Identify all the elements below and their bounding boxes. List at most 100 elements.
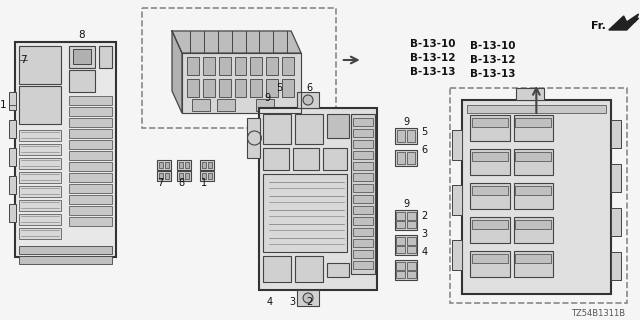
Bar bbox=[200, 160, 214, 170]
Bar bbox=[452, 185, 462, 215]
Text: 3: 3 bbox=[421, 229, 428, 239]
Bar bbox=[611, 120, 621, 148]
Bar bbox=[611, 252, 621, 280]
Bar bbox=[19, 246, 113, 254]
Bar bbox=[407, 152, 415, 164]
Bar bbox=[515, 254, 551, 263]
Bar bbox=[396, 246, 405, 253]
Bar bbox=[157, 171, 171, 181]
Text: B-13-13: B-13-13 bbox=[410, 67, 456, 77]
Bar bbox=[69, 118, 113, 127]
Bar bbox=[185, 173, 189, 179]
Bar bbox=[396, 235, 417, 255]
Bar bbox=[470, 183, 509, 209]
Bar bbox=[407, 271, 416, 278]
Bar bbox=[19, 172, 61, 183]
Bar bbox=[282, 57, 294, 75]
Text: B-13-12: B-13-12 bbox=[470, 55, 515, 65]
Bar bbox=[515, 186, 551, 195]
Bar bbox=[235, 79, 246, 97]
Text: 6: 6 bbox=[421, 145, 428, 155]
Text: 2: 2 bbox=[306, 297, 312, 307]
Bar bbox=[396, 262, 405, 270]
Bar bbox=[192, 99, 210, 111]
Circle shape bbox=[303, 95, 313, 105]
Bar bbox=[208, 173, 212, 179]
Bar bbox=[282, 79, 294, 97]
Bar bbox=[208, 162, 212, 168]
Bar bbox=[515, 220, 551, 229]
Bar bbox=[353, 206, 372, 214]
Bar bbox=[353, 162, 372, 170]
Bar bbox=[187, 79, 199, 97]
Bar bbox=[323, 148, 347, 170]
Bar bbox=[515, 152, 551, 161]
Bar bbox=[353, 184, 372, 192]
Bar bbox=[353, 129, 372, 137]
Bar bbox=[407, 246, 416, 253]
Text: 9: 9 bbox=[264, 93, 271, 103]
Bar bbox=[9, 176, 16, 194]
Bar bbox=[177, 171, 191, 181]
Bar bbox=[187, 57, 199, 75]
Bar bbox=[513, 183, 553, 209]
Bar bbox=[19, 130, 61, 141]
Bar bbox=[179, 173, 183, 179]
Bar bbox=[19, 186, 61, 197]
Bar bbox=[396, 260, 417, 280]
Bar bbox=[266, 79, 278, 97]
Text: 6: 6 bbox=[306, 83, 312, 93]
Bar bbox=[203, 79, 215, 97]
Bar bbox=[353, 195, 372, 203]
Bar bbox=[177, 160, 191, 170]
Bar bbox=[450, 88, 627, 303]
Bar bbox=[203, 57, 215, 75]
Bar bbox=[516, 88, 544, 100]
Bar bbox=[257, 99, 275, 111]
Bar bbox=[513, 217, 553, 243]
Bar bbox=[396, 150, 417, 166]
Text: 5: 5 bbox=[421, 127, 428, 137]
Bar bbox=[351, 114, 374, 274]
Bar bbox=[69, 107, 113, 116]
Bar bbox=[472, 220, 508, 229]
Bar bbox=[19, 46, 61, 84]
Bar bbox=[397, 152, 405, 164]
Bar bbox=[69, 195, 113, 204]
Bar bbox=[19, 144, 61, 155]
Bar bbox=[202, 173, 206, 179]
Bar bbox=[396, 210, 417, 230]
Bar bbox=[407, 130, 415, 142]
Bar bbox=[159, 162, 163, 168]
Bar bbox=[611, 164, 621, 192]
Bar bbox=[407, 262, 416, 270]
Text: 7: 7 bbox=[157, 178, 163, 188]
Bar bbox=[159, 173, 163, 179]
Bar bbox=[250, 79, 262, 97]
Bar bbox=[73, 49, 91, 64]
Bar bbox=[397, 130, 405, 142]
Bar bbox=[467, 105, 606, 113]
Bar bbox=[142, 8, 336, 128]
Bar bbox=[9, 120, 16, 138]
Polygon shape bbox=[609, 14, 639, 30]
Bar bbox=[235, 57, 246, 75]
Bar bbox=[15, 42, 116, 257]
Bar bbox=[353, 228, 372, 236]
Bar bbox=[407, 237, 416, 245]
Bar bbox=[295, 256, 323, 282]
Bar bbox=[472, 152, 508, 161]
Bar bbox=[353, 261, 372, 269]
Bar bbox=[9, 148, 16, 166]
Bar bbox=[396, 128, 417, 144]
Text: 8: 8 bbox=[79, 30, 85, 40]
Bar bbox=[513, 149, 553, 175]
Bar bbox=[353, 239, 372, 247]
Bar bbox=[297, 92, 319, 108]
Bar bbox=[202, 162, 206, 168]
Bar bbox=[472, 254, 508, 263]
Bar bbox=[69, 184, 113, 193]
Bar bbox=[19, 86, 61, 124]
Bar bbox=[396, 221, 405, 228]
Bar bbox=[69, 70, 95, 92]
